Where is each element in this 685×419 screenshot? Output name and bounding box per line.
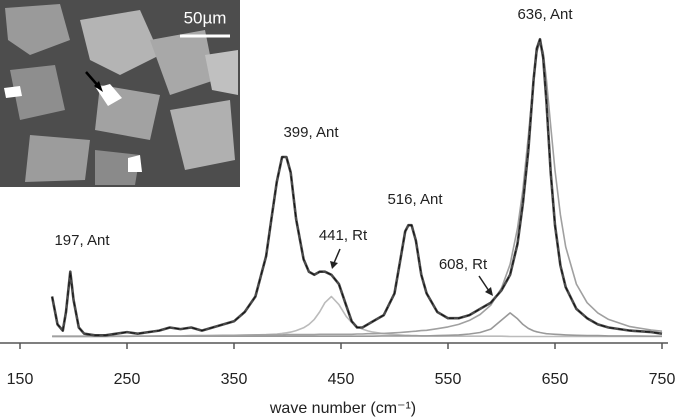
grain [5,4,70,55]
x-tick-label: 350 [221,371,248,388]
annotation-arrow-head [485,287,493,296]
x-tick-label: 250 [114,371,141,388]
x-tick-label: 650 [542,371,569,388]
spectrum-line [52,295,662,338]
x-tick-label: 750 [649,371,676,388]
scale-label: 50µm [184,8,227,27]
fit-line [51,39,663,336]
peak-annotation: 441, Rt [319,227,368,244]
annotation-arrow-head [330,261,338,269]
grain [80,10,160,75]
peak-annotation: 608, Rt [439,256,488,273]
peak-annotation: 197, Ant [54,232,110,249]
peak-annotation: 399, Ant [283,124,339,141]
x-axis-title: wave number (cm⁻¹) [269,400,416,417]
x-tick-label: 150 [7,371,34,388]
highlight-grain [96,84,122,106]
grain [150,30,215,95]
grain [205,50,238,95]
annotation-arrow [333,248,341,264]
plot-area: 150 250 350 450 550 650 750 [0,37,676,388]
highlight-grain [128,155,142,172]
peak-annotation: 636, Ant [517,6,573,23]
grain [25,135,90,182]
inset-arrow-head [94,81,103,92]
x-tick-label: 550 [435,371,462,388]
x-tick-label: 450 [328,371,355,388]
annotation-arrow [478,275,490,292]
annotation-arrows [330,248,493,296]
micrograph-inset: 50µm [0,0,240,187]
grain [170,100,235,170]
highlight-grain [4,86,22,98]
grain [10,65,65,120]
peak-annotation: 516, Ant [387,191,443,208]
